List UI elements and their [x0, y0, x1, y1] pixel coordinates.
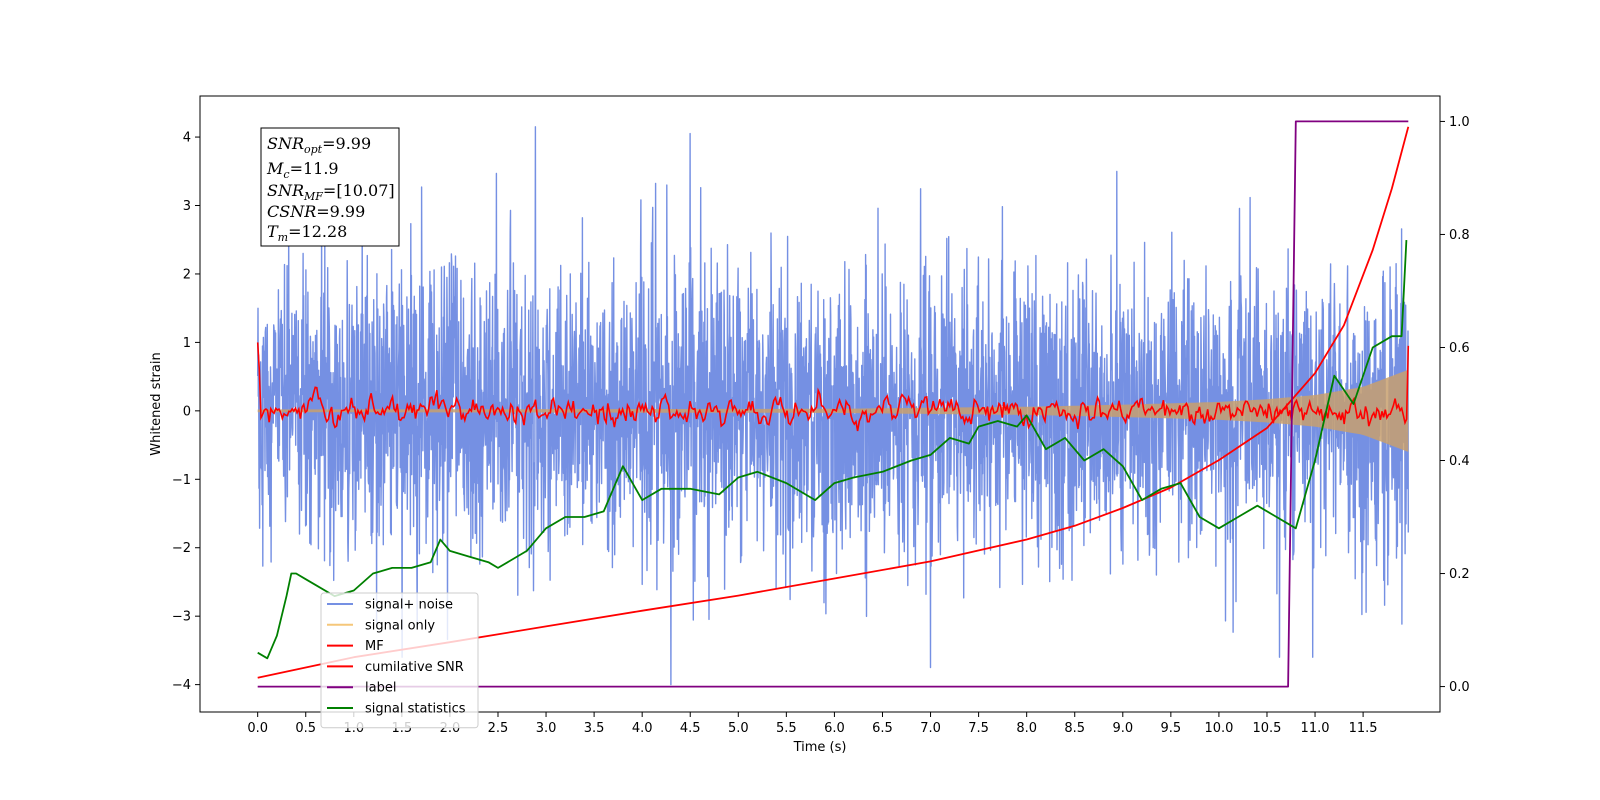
x-tick-label: 7.5	[968, 721, 989, 736]
y2-tick-label: 0.2	[1449, 567, 1470, 582]
info-box-frame	[260, 127, 400, 247]
series-signal-noise-line	[257, 126, 1410, 686]
y2-tick-label: 1.0	[1449, 115, 1470, 130]
info-tm: Tm=12.28	[267, 222, 347, 244]
x-tick-label: 0.0	[247, 721, 268, 736]
legend: signal+ noise signal only MF cumilative SNR…	[320, 592, 479, 729]
y-axis-label: Whitened strain	[149, 352, 164, 455]
x-tick-label: 10.5	[1253, 721, 1282, 736]
x-tick-label: 8.0	[1016, 721, 1037, 736]
y-tick-label: −3	[172, 610, 191, 625]
y-tick-label: 0	[183, 404, 191, 419]
info-csnr: CSNR=9.99	[267, 202, 365, 221]
x-axis-label: Time (s)	[793, 740, 847, 755]
y-tick-label: 4	[183, 131, 191, 146]
x-tick-label: 6.0	[824, 721, 845, 736]
legend-entry: signal only	[365, 618, 435, 633]
x-tick-label: 6.5	[872, 721, 893, 736]
x-tick-label: 11.0	[1301, 721, 1330, 736]
y2-tick-label: 0.8	[1449, 228, 1470, 243]
series-mf-line	[256, 342, 1410, 432]
y-axis-right: 1.0 0.8 0.6 0.4 0.2 0.0	[1440, 115, 1470, 695]
x-tick-label: 11.5	[1349, 721, 1378, 736]
x-tick-label: 5.0	[728, 721, 749, 736]
x-tick-label: 7.0	[920, 721, 941, 736]
x-tick-label: 2.5	[488, 721, 509, 736]
x-tick-label: 4.0	[632, 721, 653, 736]
info-mc: Mc=11.9	[266, 159, 339, 181]
legend-entry: signal statistics	[365, 702, 466, 717]
info-snr-mf: SNRMF=[10.07]	[267, 181, 395, 203]
y-axis-left: 4 3 2 1 0 −1 −2 −3 −4	[172, 131, 200, 693]
legend-entry: label	[365, 681, 396, 696]
x-tick-label: 3.0	[536, 721, 557, 736]
y-tick-label: −4	[172, 678, 191, 693]
x-tick-label: 10.0	[1204, 721, 1233, 736]
y-tick-label: −2	[172, 541, 191, 556]
y-tick-label: −1	[172, 473, 191, 488]
y-tick-label: 2	[183, 267, 191, 282]
legend-entry: signal+ noise	[365, 598, 453, 613]
x-tick-label: 8.5	[1064, 721, 1085, 736]
series-label-line	[257, 120, 1409, 688]
legend-entry: cumilative SNR	[365, 660, 464, 675]
info-box: SNRopt=9.99 Mc=11.9 SNRMF=[10.07] CSNR=9…	[260, 127, 400, 247]
x-tick-label: 9.0	[1112, 721, 1133, 736]
y2-tick-label: 0.0	[1449, 680, 1470, 695]
x-tick-label: 4.5	[680, 721, 701, 736]
legend-entry: MF	[365, 639, 384, 654]
x-tick-label: 0.5	[295, 721, 316, 736]
y2-tick-label: 0.4	[1449, 454, 1470, 469]
x-axis: 0.0 0.5 1.0 1.5 2.0 2.5 3.0 3.5 4.0 4.5 5.0 5.5 6.0 6…	[247, 712, 1378, 736]
y2-tick-label: 0.6	[1449, 341, 1470, 356]
x-tick-label: 5.5	[776, 721, 797, 736]
x-tick-label: 9.5	[1161, 721, 1182, 736]
plot-frame	[199, 95, 1441, 713]
series-signal-statistics-line	[257, 240, 1408, 660]
info-snr-opt: SNRopt=9.99	[267, 134, 371, 156]
y-tick-label: 3	[183, 199, 191, 214]
x-tick-label: 3.5	[584, 721, 605, 736]
y-tick-label: 1	[183, 336, 191, 351]
legend-frame	[320, 592, 479, 729]
